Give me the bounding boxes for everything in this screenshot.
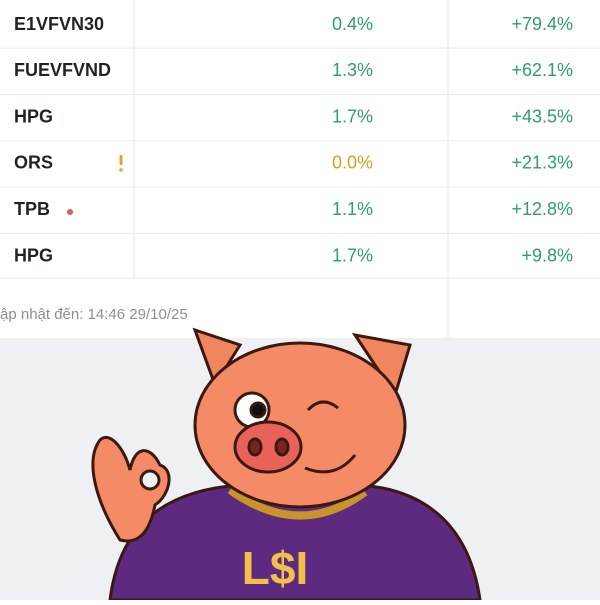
return: +9.8% — [521, 245, 573, 265]
ticker: E1VFVN30 — [14, 14, 104, 34]
return: +21.3% — [511, 153, 573, 173]
weight: 0.0% — [332, 153, 373, 173]
return: +79.4% — [511, 14, 573, 34]
warning-icon — [119, 155, 123, 172]
pig-illustration — [91, 327, 482, 602]
return: +12.8% — [511, 199, 573, 219]
shirt-text: L$I — [242, 542, 308, 594]
status-dot — [67, 209, 73, 215]
weight: 0.4% — [332, 14, 373, 34]
update-time: ập nhật đến: 14:46 29/10/25 — [0, 306, 188, 323]
weight: 1.1% — [332, 199, 373, 219]
weight: 1.7% — [332, 245, 373, 265]
ticker: TPB — [14, 199, 50, 219]
weight: 1.3% — [332, 60, 373, 80]
ticker: HPG — [14, 245, 53, 265]
return: +43.5% — [511, 106, 573, 126]
ticker: ORS — [14, 153, 53, 173]
weight: 1.7% — [332, 106, 373, 126]
ticker: HPG — [14, 106, 53, 126]
return: +62.1% — [511, 60, 573, 80]
ticker: FUEVFVND — [14, 60, 111, 80]
